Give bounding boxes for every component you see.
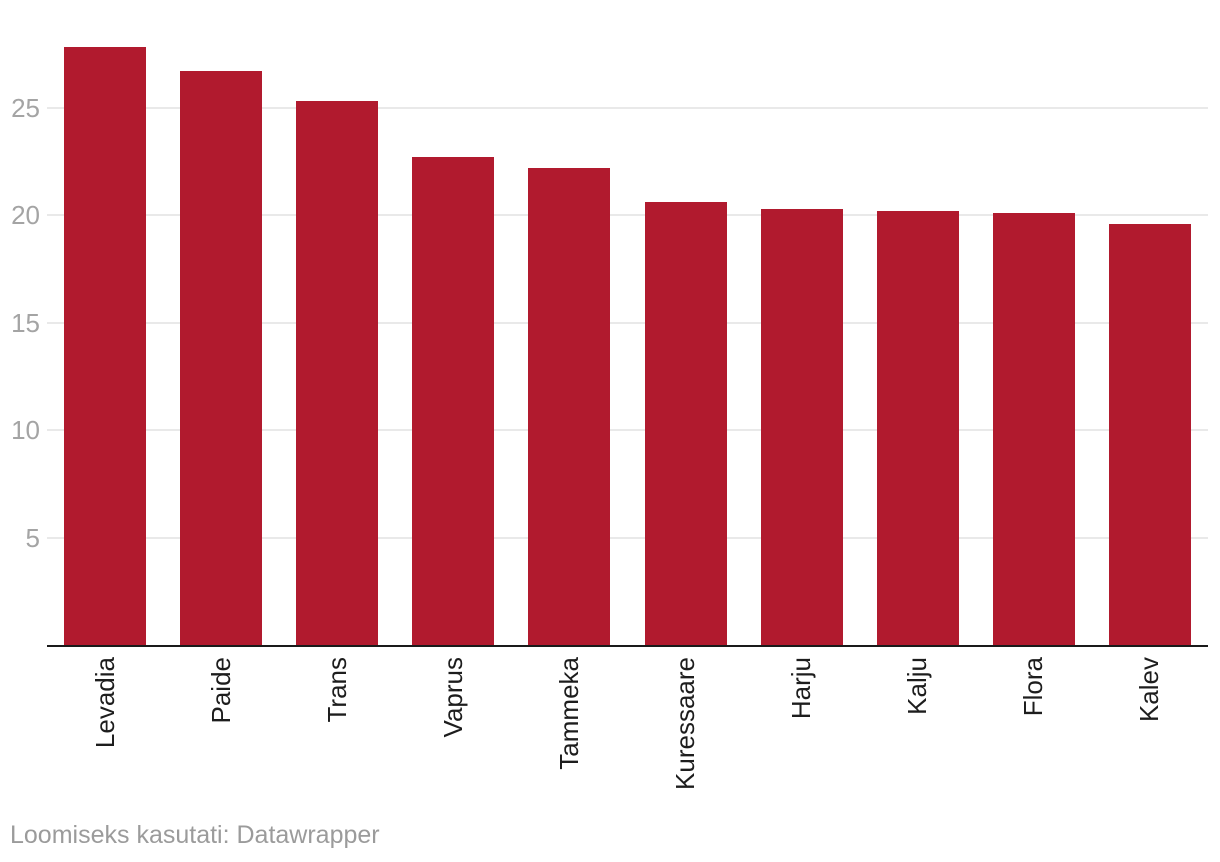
bar-levadia[interactable] (64, 47, 147, 645)
x-label-column: Kuressaare (627, 649, 743, 814)
bar-column (627, 0, 743, 645)
x-label-column: Kalev (1092, 649, 1208, 814)
x-label-column: Vaprus (395, 649, 511, 814)
x-tick-label-harju: Harju (786, 657, 817, 720)
x-tick-label-tammeka: Tammeka (553, 657, 584, 770)
x-axis-labels: Levadia Paide Trans Vaprus Tammeka Kuressaare… (47, 649, 1208, 814)
bar-vaprus[interactable] (412, 156, 495, 645)
bar-column (47, 0, 163, 645)
y-tick-label-5: 5 (25, 522, 40, 553)
bar-column (744, 0, 860, 645)
x-tick-label-trans: Trans (321, 657, 352, 723)
bar-kuressaare[interactable] (644, 202, 727, 645)
y-tick-label-20: 20 (11, 200, 40, 230)
x-tick-label-vaprus: Vaprus (437, 657, 468, 738)
bar-flora[interactable] (992, 212, 1075, 645)
y-tick-label-10: 10 (11, 415, 40, 445)
x-tick-label-paide: Paide (205, 657, 236, 724)
bar-paide[interactable] (180, 70, 263, 645)
x-label-column: Kalju (860, 649, 976, 814)
bar-kalju[interactable] (876, 210, 959, 645)
x-label-column: Paide (163, 649, 279, 814)
chart-attribution: Loomiseks kasutati: Datawrapper (10, 821, 380, 849)
y-tick-label-15: 15 (11, 307, 40, 338)
bar-column (511, 0, 627, 645)
y-axis-labels: 5 10 15 20 25 (0, 0, 43, 645)
x-tick-label-kalju: Kalju (902, 657, 933, 715)
x-label-column: Flora (976, 649, 1092, 814)
x-tick-label-levadia: Levadia (89, 657, 120, 749)
y-tick-label-25: 25 (11, 92, 40, 123)
bar-column (1092, 0, 1208, 645)
bar-column (163, 0, 279, 645)
bar-column (860, 0, 976, 645)
x-tick-label-flora: Flora (1018, 657, 1049, 717)
bar-trans[interactable] (296, 101, 379, 645)
gridline-10 (47, 429, 1208, 431)
x-tick-label-kuressaare: Kuressaare (670, 657, 701, 790)
gridline-15 (47, 321, 1208, 324)
gridline-20 (47, 214, 1208, 216)
x-label-column: Harju (744, 649, 860, 814)
bar-tammeka[interactable] (528, 167, 611, 645)
x-tick-label-kalev: Kalev (1134, 657, 1165, 723)
gridline-5 (47, 536, 1208, 539)
bar-column (395, 0, 511, 645)
x-label-column: Levadia (47, 649, 163, 814)
plot-area (47, 0, 1208, 647)
x-label-column: Trans (279, 649, 395, 814)
bar-kalev[interactable] (1108, 223, 1191, 645)
x-label-column: Tammeka (511, 649, 627, 814)
bar-harju[interactable] (760, 208, 843, 645)
gridline-25 (47, 106, 1208, 109)
bar-column (976, 0, 1092, 645)
bar-column (279, 0, 395, 645)
